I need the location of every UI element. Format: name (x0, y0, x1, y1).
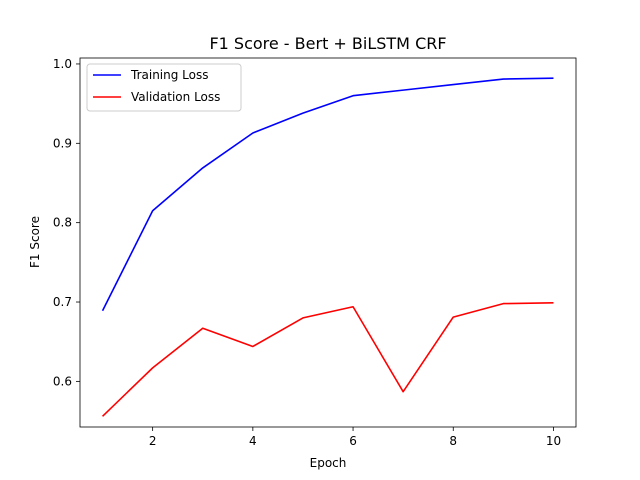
y-tick-label: 0.7 (53, 295, 72, 309)
x-tick-label: 8 (449, 434, 457, 448)
series-line-2 (101, 302, 554, 417)
legend: Training Loss Validation Loss (86, 63, 242, 112)
legend-box (86, 63, 242, 112)
series-line-1 (101, 77, 554, 312)
y-tick-label: 0.9 (53, 136, 72, 150)
chart-title: F1 Score - Bert + BiLSTM CRF (209, 34, 446, 53)
y-tick-label: 1.0 (53, 57, 72, 71)
x-tick-label: 4 (249, 434, 257, 448)
x-axis-label: Epoch (310, 456, 347, 470)
x-tick-label: 2 (149, 434, 157, 448)
x-axis: 2 4 6 8 10 (149, 427, 561, 448)
y-tick-label: 0.6 (53, 374, 72, 388)
y-axis: 0.6 0.7 0.8 0.9 1.0 (53, 57, 80, 388)
legend-entry: Training Loss (130, 68, 208, 82)
x-tick-label: 10 (546, 434, 561, 448)
y-tick-label: 0.8 (53, 216, 72, 230)
y-axis-label: F1 Score (28, 216, 42, 268)
x-tick-label: 6 (349, 434, 357, 448)
series-lines (101, 77, 554, 417)
plot-area (79, 57, 577, 428)
legend-entry: Validation Loss (131, 90, 220, 104)
plot-frame (79, 57, 577, 428)
